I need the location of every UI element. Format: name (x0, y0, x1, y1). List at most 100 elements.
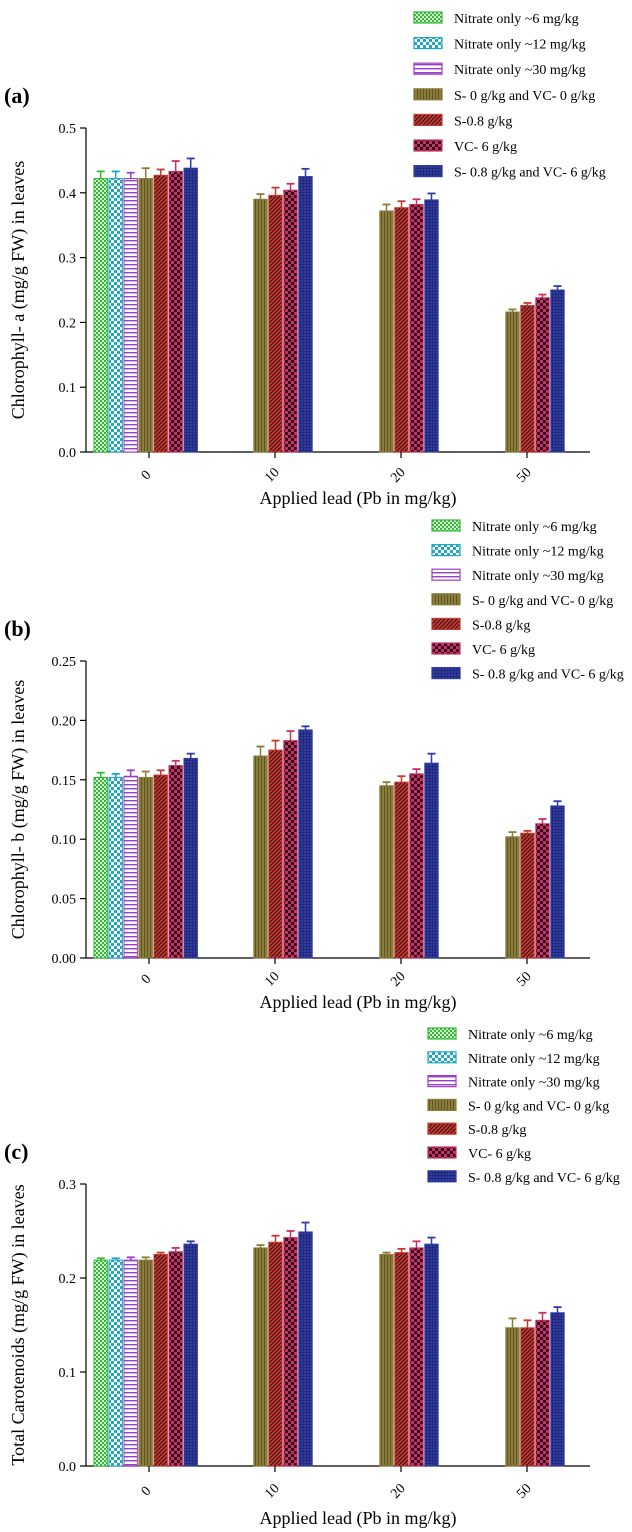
bar-s0vc0-50 (505, 836, 520, 959)
legend: Nitrate only ~6 mg/kg Nitrate only ~12 mg… (431, 519, 624, 683)
x-tick-label: 50 (514, 465, 535, 486)
bar-s08-0 (153, 1254, 168, 1467)
bar-s0vc0-20 (379, 210, 394, 453)
y-tick-label: 0.00 (52, 952, 77, 967)
legend-swatch-s08 (413, 113, 443, 127)
legend-swatch-nitrate6 (427, 1027, 457, 1040)
y-tick-label: 0.5 (59, 122, 77, 137)
panel-label: (b) (4, 616, 31, 641)
legend-swatch-s08vc6 (427, 1170, 457, 1183)
y-tick-label: 0.3 (59, 1178, 77, 1193)
legend-swatch-nitrate12 (431, 543, 461, 557)
x-tick-label: 10 (262, 1481, 283, 1502)
x-axis-label: Applied lead (Pb in mg/kg) (260, 992, 457, 1013)
x-axis-label: Applied lead (Pb in mg/kg) (260, 1508, 457, 1529)
legend-label-s08vc6: S- 0.8 g/kg and VC- 6 g/kg (472, 668, 624, 683)
legend-label-s0vc0: S- 0 g/kg and VC- 0 g/kg (472, 594, 613, 609)
legend-swatch-nitrate30 (427, 1074, 457, 1088)
legend-swatch-s0vc0 (431, 593, 461, 606)
y-tick-label: 0.2 (59, 1272, 77, 1287)
legend-label-nitrate6: Nitrate only ~6 mg/kg (454, 12, 579, 27)
bar-vc6-0 (168, 170, 183, 453)
bar-nitrate6-0 (93, 178, 108, 453)
bar-s0vc0-20 (379, 785, 394, 959)
bar-nitrate30-0 (123, 775, 138, 959)
legend-swatch-vc6 (431, 642, 461, 655)
y-tick-label: 0.25 (52, 655, 77, 670)
legend-swatch-nitrate30 (413, 62, 443, 75)
chart-svg-c: Nitrate only ~6 mg/kg Nitrate only ~12 mg… (4, 1027, 620, 1529)
legend-label-s08: S-0.8 g/kg (472, 618, 530, 633)
bar-s08vc6-20 (424, 199, 439, 453)
bar-vc6-20 (409, 1247, 424, 1467)
x-tick-label: 50 (514, 969, 535, 990)
y-tick-label: 0.20 (52, 714, 77, 729)
bar-s0vc0-0 (138, 776, 153, 959)
bar-s08-50 (520, 1327, 535, 1467)
bar-s08vc6-50 (550, 289, 565, 453)
bar-s08vc6-50 (550, 1312, 565, 1467)
x-tick-label: 10 (262, 969, 283, 990)
y-tick-label: 0.15 (52, 774, 77, 789)
chart-panel-a: Nitrate only ~6 mg/kg Nitrate only ~12 mg… (0, 0, 632, 508)
bar-s08vc6-10 (298, 729, 313, 959)
bar-s08vc6-20 (424, 762, 439, 959)
legend: Nitrate only ~6 mg/kg Nitrate only ~12 mg… (427, 1027, 620, 1186)
y-tick-label: 0.1 (59, 1366, 77, 1381)
bar-nitrate6-0 (93, 1259, 108, 1467)
x-tick-label: 20 (388, 1481, 409, 1502)
legend-swatch-nitrate6 (413, 11, 443, 24)
x-tick-label: 50 (514, 1481, 535, 1502)
bar-s0vc0-10 (253, 755, 268, 959)
bar-s08-20 (394, 207, 409, 453)
legend-label-vc6: VC- 6 g/kg (454, 140, 517, 155)
bar-s0vc0-0 (138, 1259, 153, 1467)
bar-s08-20 (394, 781, 409, 959)
legend: Nitrate only ~6 mg/kg Nitrate only ~12 mg… (413, 11, 606, 181)
y-axis-label: Chlorophyll- a (mg/g FW) in leaves (8, 161, 29, 419)
x-tick-label: 0 (139, 972, 155, 988)
legend-swatch-s08 (427, 1122, 457, 1135)
y-tick-label: 0.0 (59, 1460, 77, 1475)
bar-vc6-0 (168, 765, 183, 959)
y-tick-label: 0.10 (52, 833, 77, 848)
panel-label: (c) (4, 1139, 28, 1164)
bar-vc6-20 (409, 203, 424, 453)
bar-nitrate12-0 (108, 1259, 123, 1467)
y-tick-label: 0.4 (59, 187, 77, 202)
bar-s08vc6-20 (424, 1243, 439, 1467)
y-tick-label: 0.2 (59, 316, 77, 331)
bar-vc6-20 (409, 773, 424, 959)
bar-s08-50 (520, 305, 535, 453)
bar-s08vc6-0 (183, 167, 198, 453)
legend-label-s08vc6: S- 0.8 g/kg and VC- 6 g/kg (468, 1171, 620, 1186)
x-tick-label: 0 (139, 468, 155, 484)
chart-svg-a: Nitrate only ~6 mg/kg Nitrate only ~12 mg… (4, 11, 606, 508)
legend-label-nitrate30: Nitrate only ~30 mg/kg (454, 63, 586, 78)
legend-swatch-nitrate12 (427, 1051, 457, 1064)
bar-s0vc0-0 (138, 178, 153, 453)
bar-nitrate12-0 (108, 178, 123, 453)
bar-nitrate30-0 (123, 178, 138, 453)
chart-panel-c: Nitrate only ~6 mg/kg Nitrate only ~12 mg… (0, 1016, 632, 1529)
y-tick-label: 0.3 (59, 252, 77, 267)
bar-s08-10 (268, 1241, 283, 1467)
x-tick-label: 20 (388, 465, 409, 486)
chart-svg-b: Nitrate only ~6 mg/kg Nitrate only ~12 mg… (4, 519, 624, 1013)
legend-label-vc6: VC- 6 g/kg (472, 643, 535, 658)
y-tick-label: 0.1 (59, 381, 77, 396)
legend-swatch-s08 (431, 617, 461, 631)
bar-s0vc0-50 (505, 1327, 520, 1467)
legend-label-nitrate30: Nitrate only ~30 mg/kg (468, 1076, 600, 1091)
legend-label-s0vc0: S- 0 g/kg and VC- 0 g/kg (468, 1099, 609, 1114)
y-tick-label: 0.05 (52, 893, 77, 908)
bar-s08-10 (268, 749, 283, 959)
bar-vc6-10 (283, 1237, 298, 1467)
legend-swatch-nitrate30 (431, 568, 461, 581)
x-tick-label: 0 (139, 1484, 155, 1500)
bar-s08-0 (153, 774, 168, 959)
legend-swatch-s0vc0 (413, 88, 443, 101)
panel-label: (a) (4, 83, 30, 108)
bar-vc6-10 (283, 740, 298, 959)
bar-vc6-50 (535, 823, 550, 959)
